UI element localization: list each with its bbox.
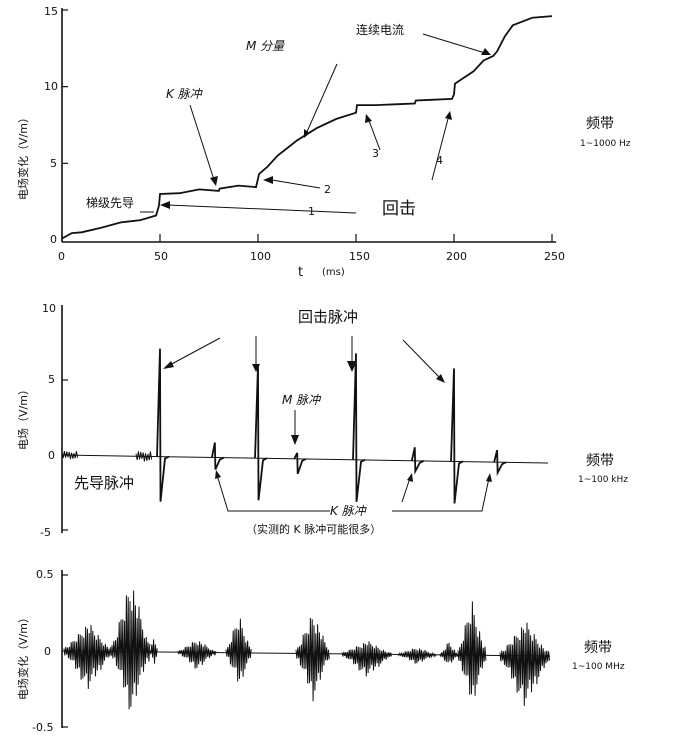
middle-ytick-0: 0 xyxy=(48,449,55,462)
k-pulse xyxy=(493,449,507,477)
label-leader-pulses: 先导脉冲 xyxy=(74,474,134,492)
top-ticks xyxy=(61,9,553,242)
label-stepped-leader: 梯级先导 xyxy=(86,196,134,210)
return-stroke-pulse xyxy=(450,368,464,504)
middle-panel: 10 5 0 -5 电场（V/m） 回击脉冲 M 脉冲 先导脉冲 K 脉冲 （实… xyxy=(16,302,628,539)
top-xtick-50: 50 xyxy=(154,250,168,263)
top-x-label: t xyxy=(298,265,303,280)
label-k-change: K 脉冲 xyxy=(166,87,204,101)
k-pulse xyxy=(210,442,225,470)
top-xtick-250: 250 xyxy=(544,250,565,263)
middle-y-label: 电场（V/m） xyxy=(16,384,30,450)
middle-annotation-arrows xyxy=(163,336,492,512)
top-y-label: 电场变化（V/m） xyxy=(16,112,30,200)
label-continuing-current: 连续电流 xyxy=(356,22,404,37)
leader-pulse-noise xyxy=(135,451,153,462)
label-n2: 2 xyxy=(324,183,331,196)
return-stroke-pulse xyxy=(254,365,268,501)
middle-marks xyxy=(61,348,507,531)
top-xtick-100: 100 xyxy=(250,250,271,263)
bottom-band-value: 1~100 MHz xyxy=(572,662,625,672)
return-stroke-pulse xyxy=(352,353,366,502)
middle-ytick-5: 5 xyxy=(48,373,55,386)
bottom-panel: 0.5 0 -0.5 电场变化（V/m） 频带 1~100 MHz xyxy=(16,568,625,734)
top-xtick-0: 0 xyxy=(58,250,65,263)
hf-burst xyxy=(149,639,158,664)
return-stroke-pulse xyxy=(156,348,170,502)
top-x-unit: (ms) xyxy=(322,267,345,278)
top-panel: 15 10 5 0 0 50 100 150 200 250 t (ms) 电场… xyxy=(16,5,631,280)
label-n3: 3 xyxy=(372,147,379,160)
middle-ytick-neg5: -5 xyxy=(40,526,51,539)
top-xtick-200: 200 xyxy=(446,250,467,263)
middle-ytick-10: 10 xyxy=(42,302,56,315)
label-m-pulse: M 脉冲 xyxy=(282,393,322,407)
label-return-stroke-pulses: 回击脉冲 xyxy=(298,308,358,326)
hf-burst xyxy=(457,601,487,696)
label-n4: 4 xyxy=(436,154,443,167)
hf-burst xyxy=(177,641,217,669)
bottom-marks xyxy=(62,574,550,728)
top-ytick-0: 0 xyxy=(50,233,57,246)
hf-burst xyxy=(397,648,437,664)
hf-burst xyxy=(439,642,459,663)
hf-burst xyxy=(225,618,252,682)
top-band-value: 1~1000 Hz xyxy=(580,139,631,149)
top-xtick-150: 150 xyxy=(349,250,370,263)
label-k-note: （实测的 K 脉冲可能很多） xyxy=(246,522,381,536)
top-series-line xyxy=(61,15,553,240)
bottom-band-label: 频带 xyxy=(584,640,612,656)
hf-burst xyxy=(111,590,151,710)
top-band-label: 频带 xyxy=(586,116,614,132)
hf-burst xyxy=(63,624,113,690)
hf-burst xyxy=(295,617,330,702)
top-ytick-15: 15 xyxy=(44,5,58,18)
top-ytick-10: 10 xyxy=(44,80,58,93)
top-ytick-5: 5 xyxy=(50,157,57,170)
hf-burst xyxy=(341,641,392,677)
bottom-ytick-0: 0 xyxy=(44,645,51,658)
middle-band-label: 频带 xyxy=(586,453,614,469)
m-pulse xyxy=(293,452,307,475)
top-annotation-arrows xyxy=(140,33,491,214)
label-m-component: M 分量 xyxy=(246,39,285,53)
bottom-y-label: 电场变化（V/m） xyxy=(16,612,30,700)
leader-pulse-noise xyxy=(61,450,79,460)
bottom-ytick-0-5: 0.5 xyxy=(36,568,54,581)
k-pulse xyxy=(410,447,425,475)
label-k-pulses: K 脉冲 xyxy=(330,504,368,518)
hf-burst xyxy=(499,622,550,706)
bottom-ytick-neg0-5: -0.5 xyxy=(32,721,53,734)
label-return-stroke: 回击 xyxy=(382,199,416,219)
middle-band-value: 1~100 kHz xyxy=(578,475,628,485)
